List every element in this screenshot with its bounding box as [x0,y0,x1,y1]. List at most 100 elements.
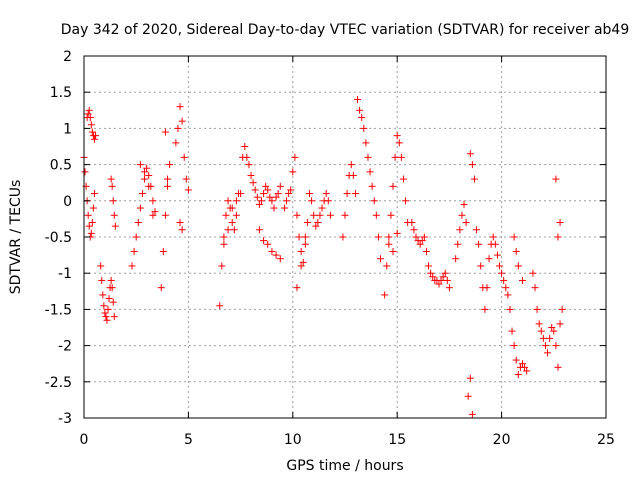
data-point [84,211,92,219]
data-point [182,175,190,183]
data-point [145,171,153,179]
data-point [391,153,399,161]
data-point [251,186,259,194]
chart-title: Day 342 of 2020, Sidereal Day-to-day VTE… [61,22,630,38]
data-point [535,320,543,328]
data-point [477,262,485,270]
data-point [220,240,228,248]
data-point [385,233,393,241]
data-point [111,222,119,230]
data-point [172,139,180,147]
data-point [272,251,280,259]
x-tick-label: 5 [184,432,193,448]
data-point [385,240,393,248]
data-point [178,117,186,125]
data-point [356,106,364,114]
data-point [502,284,510,292]
data-point [247,171,255,179]
data-point [176,103,184,111]
y-tick-label: -2 [58,339,72,355]
data-point [228,219,236,227]
data-point [270,204,278,212]
y-tick-labels: -3 -2.5 -2 -1.5 -1 -0.5 0 0.5 1 1.5 2 [45,49,72,427]
data-point [481,305,489,313]
data-point [84,110,92,118]
data-point [283,197,291,205]
y-tick-label: 0.5 [50,158,72,174]
data-point [87,121,95,129]
data-point [216,302,224,310]
data-point [518,360,526,368]
data-point [475,240,483,248]
data-point [416,240,424,248]
data-point [102,313,110,321]
data-point [105,295,113,303]
data-point [276,255,284,263]
data-point [326,211,334,219]
data-point [138,190,146,198]
data-point [358,114,366,122]
data-point [87,229,95,237]
data-point [306,190,314,198]
data-point [110,313,118,321]
data-point [101,309,109,317]
data-point [420,233,428,241]
data-point [287,186,295,194]
data-point [255,200,263,208]
y-tick-label: -2.5 [45,375,72,391]
data-point [445,284,453,292]
data-point [498,269,506,277]
data-point [548,324,556,331]
data-point [130,247,138,255]
data-point [381,291,389,299]
data-point [264,240,272,248]
data-point [452,255,460,263]
data-point [460,200,468,208]
data-point [558,305,566,313]
y-tick-label: 1.5 [50,85,72,101]
y-tick-label: -0.5 [45,230,72,246]
data-point [322,190,330,198]
data-point [376,255,384,263]
data-point [437,276,445,284]
axis-ticks [83,55,607,419]
data-point [224,226,232,234]
data-point [245,161,253,169]
data-point [108,182,116,190]
data-point [466,374,474,382]
data-point [510,233,518,241]
data-point [556,320,564,328]
data-point [232,211,240,219]
data-point [412,233,420,241]
data-point [393,132,401,140]
data-point [237,190,245,198]
data-point [427,269,435,277]
data-point [97,262,105,270]
data-point [149,211,157,219]
data-point [297,262,305,270]
data-point [504,291,512,299]
data-point [184,186,192,194]
data-point [81,168,89,176]
x-axis-label: GPS time / hours [286,458,403,474]
x-tick-label: 20 [493,432,511,448]
data-point [366,168,374,176]
data-point [161,211,169,219]
data-point [249,179,257,187]
data-point [387,211,395,219]
data-point [91,132,99,140]
x-tick-label: 15 [388,432,406,448]
data-point [354,95,362,103]
data-point [232,197,240,205]
data-point [468,410,476,418]
data-point [178,226,186,234]
data-point [464,392,472,400]
data-point [86,114,94,122]
data-point [295,233,303,241]
data-point [533,305,541,313]
data-point [546,334,554,342]
data-point [266,193,274,201]
data-point [393,229,401,237]
data-point [429,273,437,281]
data-point [435,280,443,288]
